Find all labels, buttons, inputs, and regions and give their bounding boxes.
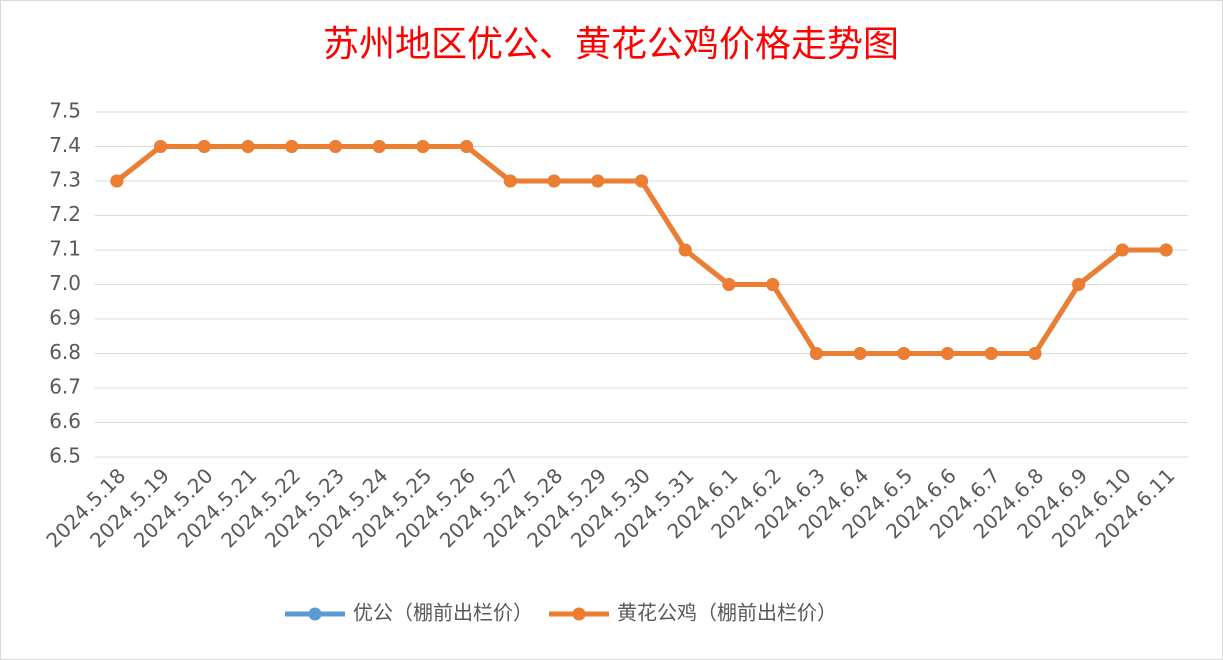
data-point <box>285 140 299 153</box>
data-point <box>547 174 561 188</box>
data-point <box>328 140 342 153</box>
y-tick-label: 6.6 <box>49 409 81 433</box>
y-tick-label: 7.5 <box>49 99 81 123</box>
y-tick-label: 7.1 <box>49 237 81 261</box>
data-point <box>1159 243 1173 257</box>
y-tick-label: 6.7 <box>49 375 81 399</box>
data-point <box>897 347 911 360</box>
data-point <box>941 347 955 360</box>
legend-marker <box>572 607 586 621</box>
data-point <box>722 278 736 291</box>
legend-label: 优公（棚前出栏价） <box>353 601 533 625</box>
y-tick-label: 7.0 <box>49 271 81 295</box>
y-tick-label: 6.5 <box>49 444 81 468</box>
data-point <box>241 140 255 153</box>
data-point <box>110 174 124 188</box>
y-tick-label: 6.9 <box>49 306 81 330</box>
data-point <box>984 347 998 360</box>
data-point <box>809 347 823 360</box>
data-point <box>416 140 430 153</box>
data-point <box>678 243 692 257</box>
y-tick-label: 7.3 <box>49 168 81 192</box>
chart-title: 苏州地区优公、黄花公鸡价格走势图 <box>323 24 899 65</box>
data-point <box>635 174 648 188</box>
legend-marker <box>308 607 322 621</box>
legend-label: 黄花公鸡（棚前出栏价） <box>617 601 837 625</box>
y-tick-label: 7.4 <box>49 133 81 157</box>
data-point <box>591 174 605 188</box>
data-point <box>503 174 517 188</box>
data-point <box>197 140 211 153</box>
data-point <box>460 140 474 153</box>
data-point <box>1115 243 1129 257</box>
data-point <box>1028 347 1042 360</box>
y-tick-label: 6.8 <box>49 340 81 364</box>
data-point <box>154 140 168 153</box>
y-tick-label: 7.2 <box>49 202 81 226</box>
data-point <box>766 278 780 291</box>
data-point <box>853 347 867 360</box>
data-point <box>372 140 386 153</box>
data-point <box>1072 278 1086 291</box>
